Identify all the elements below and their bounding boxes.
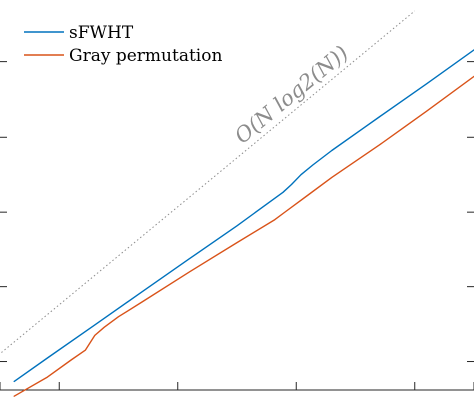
series-line-gray-permutation — [13, 75, 474, 397]
legend-label-gray-permutation: Gray permutation — [69, 46, 222, 66]
series-line-sfwht — [13, 49, 474, 383]
plot-axes — [0, 61, 474, 391]
y-axis-ticks-right — [467, 61, 474, 363]
data-series — [13, 49, 474, 397]
reference-trend-line — [0, 10, 416, 355]
legend-label-sfwht: sFWHT — [69, 23, 134, 43]
chart-legend: sFWHT Gray permutation — [24, 23, 222, 66]
reference-trend-label: O(N log2(N)) — [230, 41, 353, 148]
x-axis-ticks — [0, 382, 474, 390]
y-axis-ticks-left — [0, 61, 7, 363]
